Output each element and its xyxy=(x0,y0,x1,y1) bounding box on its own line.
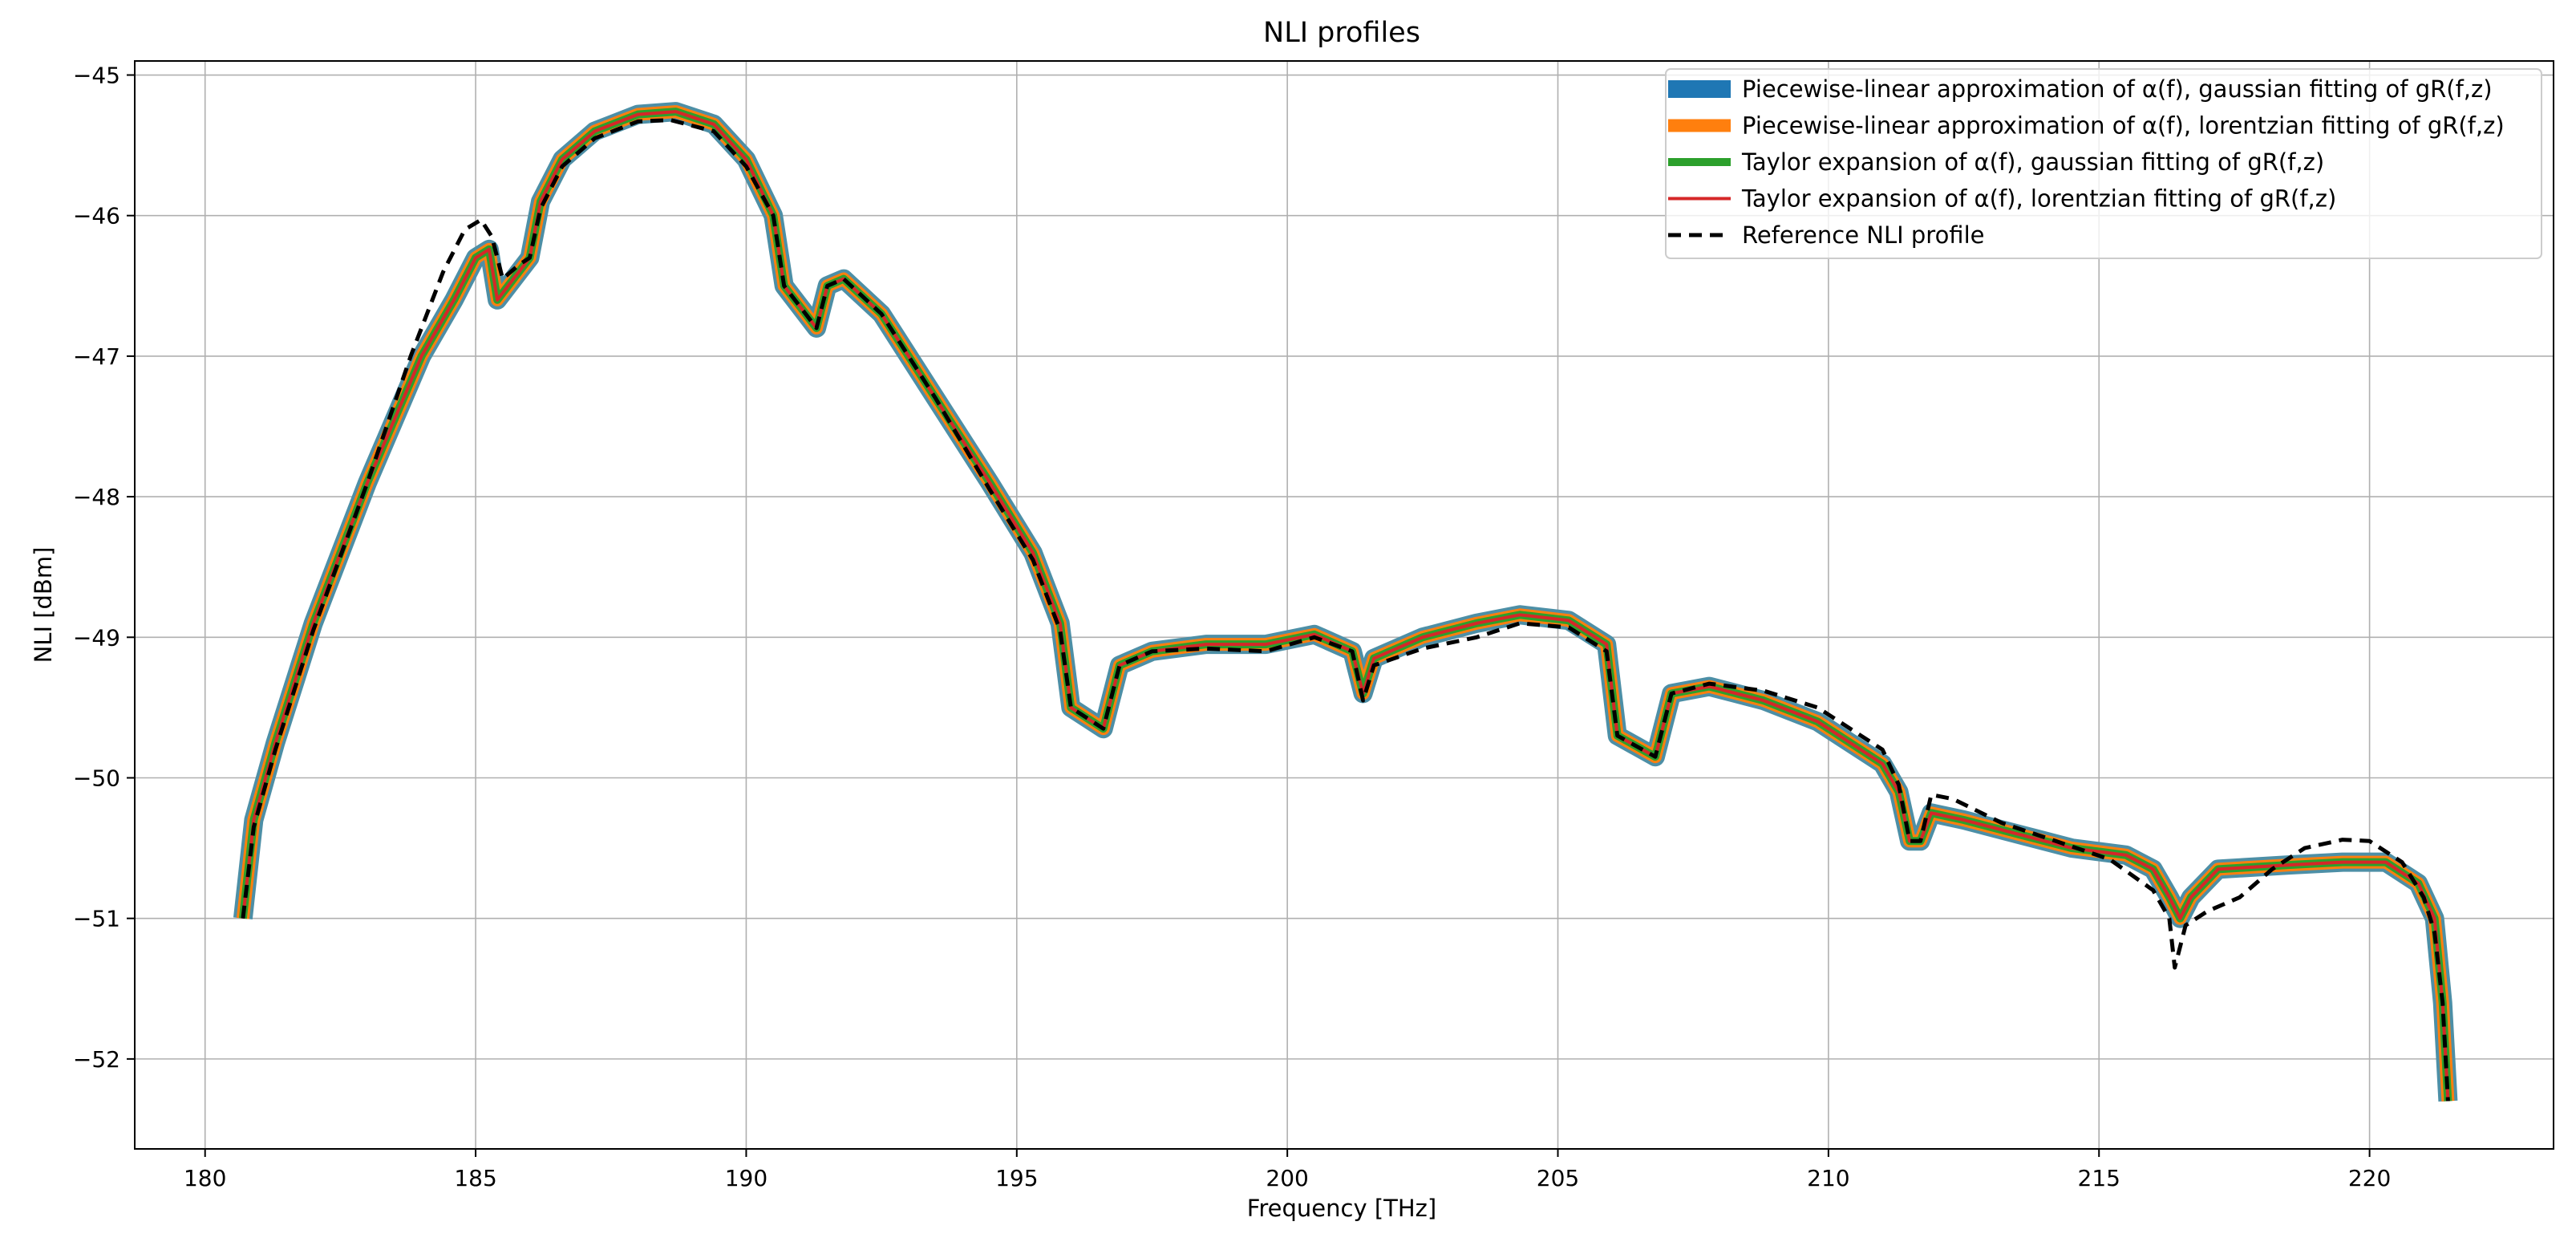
x-tick-label: 210 xyxy=(1807,1165,1849,1191)
y-tick-label: −47 xyxy=(73,343,120,370)
x-tick-label: 190 xyxy=(725,1165,768,1191)
series-layer xyxy=(233,102,2458,1102)
x-tick-label: 185 xyxy=(454,1165,496,1191)
legend-label: Reference NLI profile xyxy=(1742,221,1984,249)
x-axis-label: Frequency [THz] xyxy=(1247,1195,1436,1222)
legend-label: Piecewise-linear approximation of α(f), … xyxy=(1742,75,2493,103)
x-axis: 180 185 190 195 200 205 210 215 220 xyxy=(184,1149,2391,1191)
y-tick-label: −52 xyxy=(73,1046,120,1073)
legend-frame xyxy=(1665,68,2542,259)
y-tick-label: −48 xyxy=(73,484,120,510)
x-tick-label: 215 xyxy=(2078,1165,2120,1191)
x-tick-label: 205 xyxy=(1537,1165,1579,1191)
y-tick-label: −49 xyxy=(73,624,120,651)
legend: Piecewise-linear approximation of α(f), … xyxy=(1665,68,2542,259)
x-tick-label: 195 xyxy=(995,1165,1038,1191)
y-axis: −52 −51 −50 −49 −48 −47 −46 −45 xyxy=(73,63,135,1073)
series-line-5 xyxy=(241,118,2450,1102)
chart-title: NLI profiles xyxy=(1263,17,1420,49)
x-tick-label: 220 xyxy=(2348,1165,2391,1191)
legend-label: Taylor expansion of α(f), gaussian fitti… xyxy=(1741,148,2324,176)
y-tick-label: −50 xyxy=(73,765,120,791)
y-axis-label: NLI [dBm] xyxy=(30,547,57,664)
x-tick-label: 180 xyxy=(184,1165,226,1191)
legend-label: Piecewise-linear approximation of α(f), … xyxy=(1742,112,2505,140)
legend-label: Taylor expansion of α(f), lorentzian fit… xyxy=(1741,185,2336,213)
plot-area-frame xyxy=(134,60,2554,1150)
y-tick-label: −45 xyxy=(73,63,120,89)
y-tick-label: −46 xyxy=(73,203,120,229)
y-tick-label: −51 xyxy=(73,906,120,932)
x-tick-label: 200 xyxy=(1266,1165,1308,1191)
